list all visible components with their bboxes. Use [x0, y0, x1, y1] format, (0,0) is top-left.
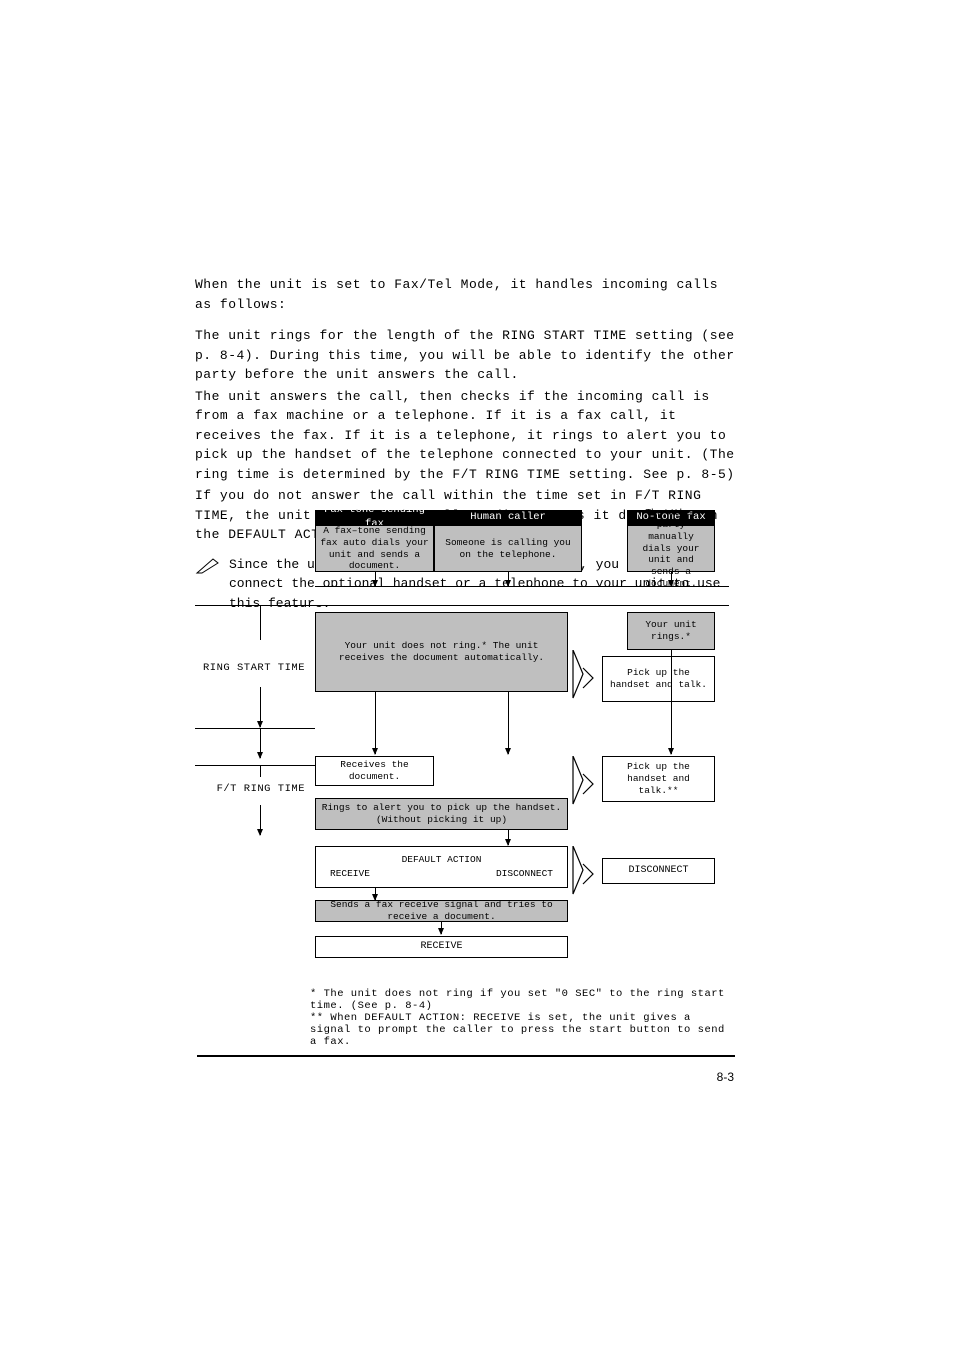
page-number: 8-3: [717, 1070, 734, 1084]
row4-talk: Pick up the handset and talk.**: [602, 756, 715, 802]
ft-ring-time-diagram-label: F/T RING TIME: [195, 783, 305, 797]
text: The unit rings for the length of the: [195, 328, 502, 343]
diagram-footnote: * The unit does not ring if you set "0 S…: [310, 988, 730, 1048]
footer-divider: [197, 1055, 735, 1057]
header-fax-tone: Fax–tone sending fax: [315, 510, 434, 525]
row3-talk: Pick up the handset and talk.: [602, 656, 715, 702]
arrow-down: [671, 650, 672, 754]
desc-no-tone: The other party manually dials your unit…: [627, 525, 715, 572]
text: If you do not answer the call within the…: [195, 488, 635, 503]
fax-tel-mode-label: Fax/Tel Mode: [394, 277, 494, 292]
bracket-line: [260, 605, 261, 640]
ring-start-time-diagram-label: RING START TIME: [195, 662, 305, 676]
divider-line: [195, 728, 315, 729]
row3-left: Your unit does not ring.* The unit recei…: [315, 612, 568, 692]
bracket-arrow: [260, 805, 261, 835]
default-action-text: DEFAULT ACTION: [402, 854, 482, 866]
row6-sub: Sends a fax receive signal and tries to …: [315, 900, 568, 922]
arrow-down: [508, 830, 509, 845]
row6-receive: RECEIVE: [315, 936, 568, 958]
arrow-down: [441, 922, 442, 934]
disconnect-text: DISCONNECT: [496, 868, 553, 880]
paragraph-3: The unit answers the call, then checks i…: [195, 387, 735, 485]
bracket-arrow: [260, 687, 261, 727]
row4-receive: Receives the document.: [315, 756, 434, 786]
row5-disconnect: DISCONNECT: [602, 858, 715, 884]
desc-fax-tone: A fax–tone sending fax auto dials your u…: [315, 525, 434, 572]
row4-mid: Rings to alert you to pick up the handse…: [315, 798, 568, 830]
ft-ring-time-label: F/T RING TIME: [452, 467, 560, 482]
row3-right-top: Your unit rings.*: [627, 612, 715, 650]
arrow-down: [508, 572, 509, 586]
desc-human: Someone is calling you on the telephone.: [434, 525, 582, 572]
arrow-down: [508, 692, 509, 754]
text: When the unit is set to: [195, 277, 394, 292]
branch-arrow-icon: [569, 650, 597, 706]
arrow-down: [671, 572, 672, 586]
branch-arrow-icon: [569, 756, 597, 812]
receive-text: RECEIVE: [330, 868, 370, 880]
bracket-line: [260, 765, 261, 777]
bracket-arrow: [260, 728, 261, 758]
branch-arrow-icon: [569, 846, 597, 902]
paragraph-2: The unit rings for the length of the RIN…: [195, 326, 735, 385]
arrow-down: [375, 572, 376, 586]
divider-line: [195, 765, 315, 766]
divider-line: [195, 605, 315, 606]
ring-start-time-label: RING START TIME: [502, 328, 627, 343]
text: setting. See p. 8-5): [560, 467, 734, 482]
arrow-down: [375, 692, 376, 754]
paragraph-1: When the unit is set to Fax/Tel Mode, it…: [195, 275, 735, 314]
row3-wide: [315, 586, 729, 606]
row5-default-action: DEFAULT ACTION RECEIVE DISCONNECT: [315, 846, 568, 888]
header-human: Human caller: [434, 510, 582, 525]
flow-diagram: Fax–tone sending fax Human caller No-ton…: [195, 510, 735, 1000]
